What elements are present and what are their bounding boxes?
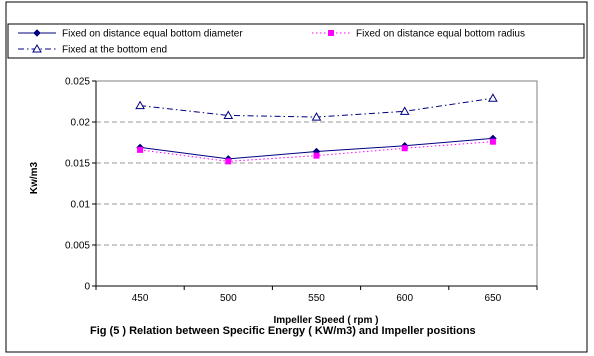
y-axis-ticks: 0 0.005 0.01 0.015 0.02 0.025 <box>65 77 97 293</box>
legend-label: Fixed on distance equal bottom diameter <box>62 29 243 40</box>
y-tick-label: 0.025 <box>65 77 90 88</box>
legend-marker <box>328 30 334 36</box>
series-3-point <box>223 110 234 119</box>
series-3-point <box>399 106 410 115</box>
legend: Fixed on distance equal bottom diameter F… <box>7 23 585 59</box>
x-tick-label: 600 <box>396 293 413 304</box>
y-tick-label: 0 <box>84 282 90 293</box>
series-2-point <box>489 138 496 145</box>
x-tick-label: 650 <box>485 293 502 304</box>
y-tick-label: 0.005 <box>65 241 90 252</box>
series-3 <box>135 93 498 121</box>
legend-label: Fixed on distance equal bottom radius <box>356 29 525 40</box>
y-tick-label: 0.02 <box>71 118 91 129</box>
legend-item-2: Fixed on distance equal bottom radius <box>312 29 525 40</box>
y-tick-label: 0.01 <box>71 200 91 211</box>
x-axis-ticks: 450 500 550 600 650 <box>95 285 538 304</box>
series-2-point <box>313 152 320 159</box>
series-2-point <box>401 145 408 152</box>
x-tick-label: 550 <box>308 293 325 304</box>
series-2-point <box>225 158 232 165</box>
series-group <box>135 93 498 165</box>
chart-area-border <box>5 1 588 353</box>
legend-marker <box>33 29 41 37</box>
legend-item-3: Fixed at the bottom end <box>18 43 167 56</box>
figure-caption: Fig (5 ) Relation between Specific Energ… <box>90 325 476 337</box>
x-tick-label: 500 <box>220 293 237 304</box>
series-2-point <box>137 146 144 153</box>
x-tick-label: 450 <box>132 293 149 304</box>
y-tick-label: 0.015 <box>65 159 90 170</box>
series-2 <box>137 138 496 165</box>
legend-box <box>7 23 585 59</box>
y-axis-title: Kw/m3 <box>29 161 40 194</box>
legend-marker <box>32 43 42 53</box>
series-3-point <box>135 100 145 110</box>
legend-label: Fixed at the bottom end <box>62 45 167 56</box>
legend-item-1: Fixed on distance equal bottom diameter <box>18 29 243 40</box>
x-axis-title: Impeller Speed ( rpm ) <box>273 315 378 326</box>
series-3-point <box>488 93 498 102</box>
series-3-point <box>311 112 322 121</box>
